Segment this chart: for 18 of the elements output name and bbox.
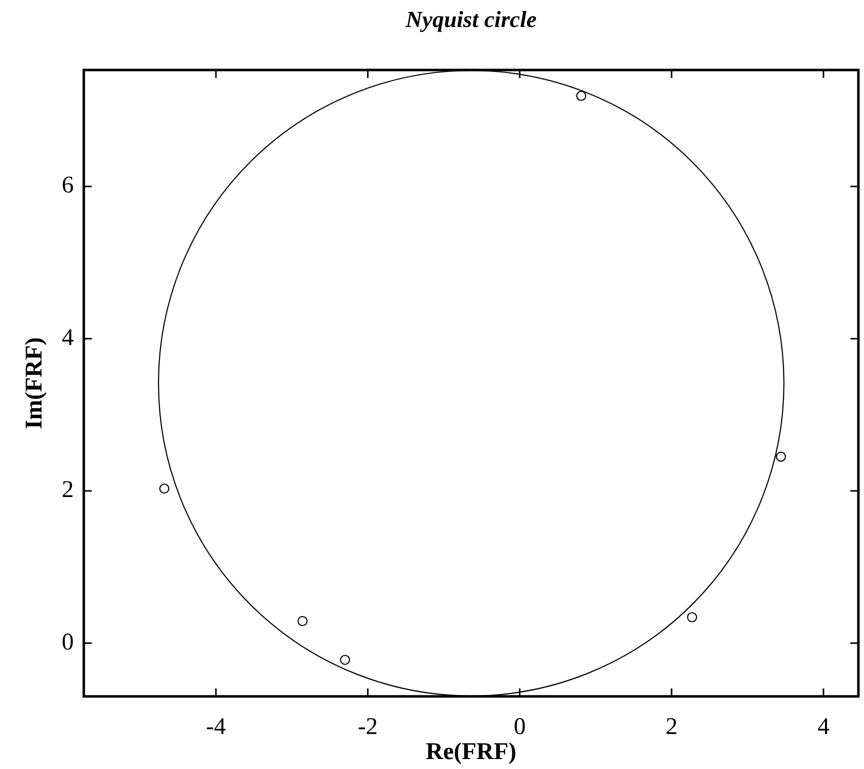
point	[776, 452, 786, 462]
x-tick-label: -2	[358, 714, 378, 740]
x-tick-label: -4	[206, 714, 226, 740]
point	[159, 484, 170, 494]
y-tick-label: 6	[62, 172, 74, 199]
x-tick-label: 4	[817, 714, 830, 740]
y-tick-label: 4	[62, 324, 74, 351]
point	[576, 90, 586, 101]
y-axis-title: Im(FRF)	[22, 337, 48, 430]
point	[340, 654, 350, 665]
point	[687, 612, 698, 622]
chart-title: Nyquist circle	[404, 6, 537, 32]
y-tick-label: 0	[62, 629, 74, 656]
x-tick-label: 0	[514, 714, 526, 740]
x-axis-title: Re(FRF)	[426, 738, 516, 765]
x-tick-label: 2	[666, 714, 678, 740]
y-tick-label: 2	[62, 477, 74, 504]
point	[297, 616, 308, 626]
